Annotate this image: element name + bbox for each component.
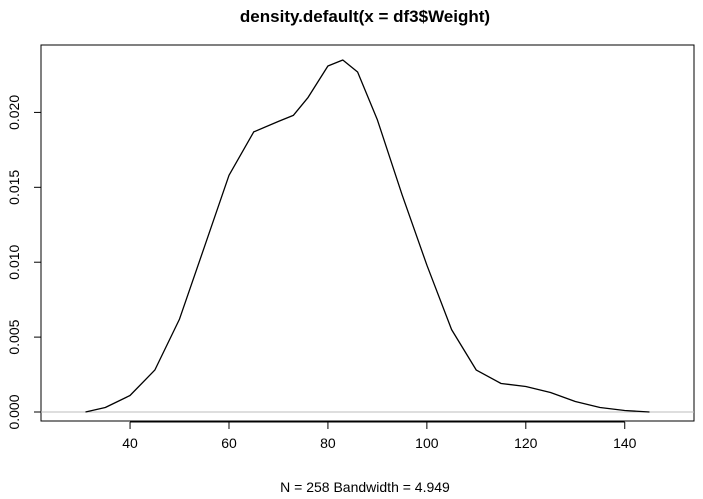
chart-title: density.default(x = df3$Weight): [240, 7, 490, 26]
x-axis: 40 60 80 100 120 140: [122, 421, 637, 451]
x-tick-label: 60: [221, 435, 237, 451]
y-tick-label: 0.020: [6, 95, 22, 130]
plot-frame: [40, 44, 695, 422]
density-curve: [85, 59, 650, 413]
y-axis: 0.000 0.005 0.010 0.015 0.020: [6, 95, 42, 430]
x-tick-label: 140: [613, 435, 637, 451]
y-tick-label: 0.010: [6, 244, 22, 279]
x-axis-label: N = 258 Bandwidth = 4.949: [280, 479, 450, 495]
y-tick-label: 0.000: [6, 394, 22, 429]
x-tick-label: 120: [514, 435, 538, 451]
y-tick-label: 0.005: [6, 319, 22, 354]
x-tick-label: 80: [320, 435, 336, 451]
x-tick-label: 100: [415, 435, 439, 451]
x-tick-label: 40: [122, 435, 138, 451]
y-tick-label: 0.015: [6, 170, 22, 205]
